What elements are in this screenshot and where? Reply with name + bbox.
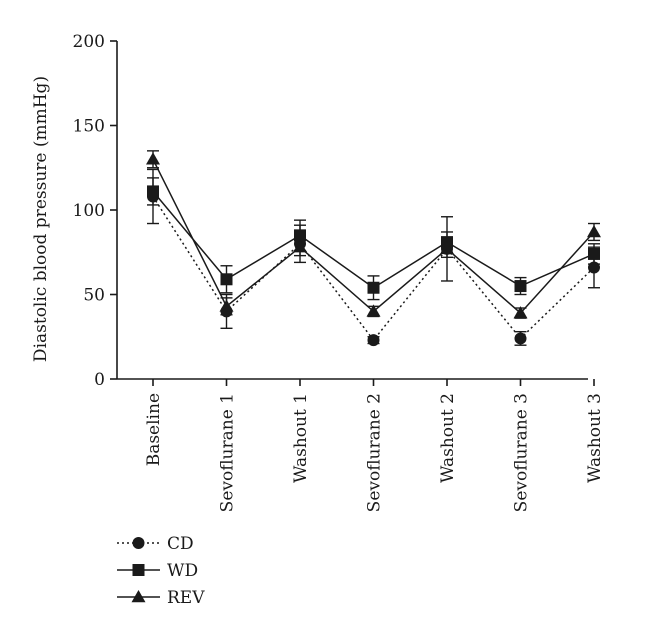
data-point-wd [147, 185, 159, 198]
data-point-cd [367, 334, 380, 347]
y-tick-label: 100 [73, 201, 105, 221]
data-point-rev [219, 299, 234, 312]
y-tick-label: 0 [94, 370, 105, 390]
series-line-wd [152, 190, 595, 289]
data-point-wd [514, 280, 527, 293]
series-rev [146, 150, 601, 319]
data-point-wd [588, 247, 600, 260]
data-point-wd [220, 273, 233, 286]
series-cd [147, 168, 600, 347]
legend-entry-cd: CD [117, 534, 194, 554]
x-tick-label: Washout 1 [291, 393, 311, 483]
x-tick-label: Sevoflurane 1 [218, 393, 238, 512]
x-tick-label: Sevoflurane 2 [365, 393, 385, 512]
series-line-cd [152, 196, 595, 342]
legend-marker-wd [132, 564, 145, 576]
legend-label: REV [167, 588, 205, 608]
data-point-cd [514, 332, 527, 345]
y-tick-label: 200 [73, 32, 105, 52]
y-tick-label: 150 [73, 117, 105, 137]
x-tick-label: Sevoflurane 3 [512, 393, 532, 512]
x-tick-label: Washout 2 [438, 393, 458, 483]
legend-marker-cd [132, 537, 145, 549]
legend-marker-rev [131, 590, 146, 603]
data-point-rev [587, 224, 601, 238]
data-point-rev [366, 304, 381, 317]
axes: 0 50 100 150 200 Diastolic blood pressure (mm… [31, 32, 605, 512]
series-wd [147, 177, 600, 301]
plot-area [146, 150, 601, 347]
legend-label: CD [167, 534, 194, 554]
y-tick-label: 50 [83, 286, 105, 306]
data-point-rev [146, 152, 160, 165]
data-point-rev [293, 240, 307, 253]
y-axis-title: Diastolic blood pressure (mmHg) [31, 76, 51, 362]
legend-label: WD [167, 561, 198, 581]
x-tick-label: Washout 3 [585, 393, 605, 483]
data-point-rev [513, 306, 528, 319]
legend-entry-wd: WD [117, 561, 198, 581]
legend: CD WD REV [117, 534, 205, 608]
data-point-wd [367, 281, 380, 294]
legend-entry-rev: REV [117, 588, 205, 608]
x-tick-label: Baseline [144, 393, 164, 466]
data-point-rev [440, 241, 454, 255]
